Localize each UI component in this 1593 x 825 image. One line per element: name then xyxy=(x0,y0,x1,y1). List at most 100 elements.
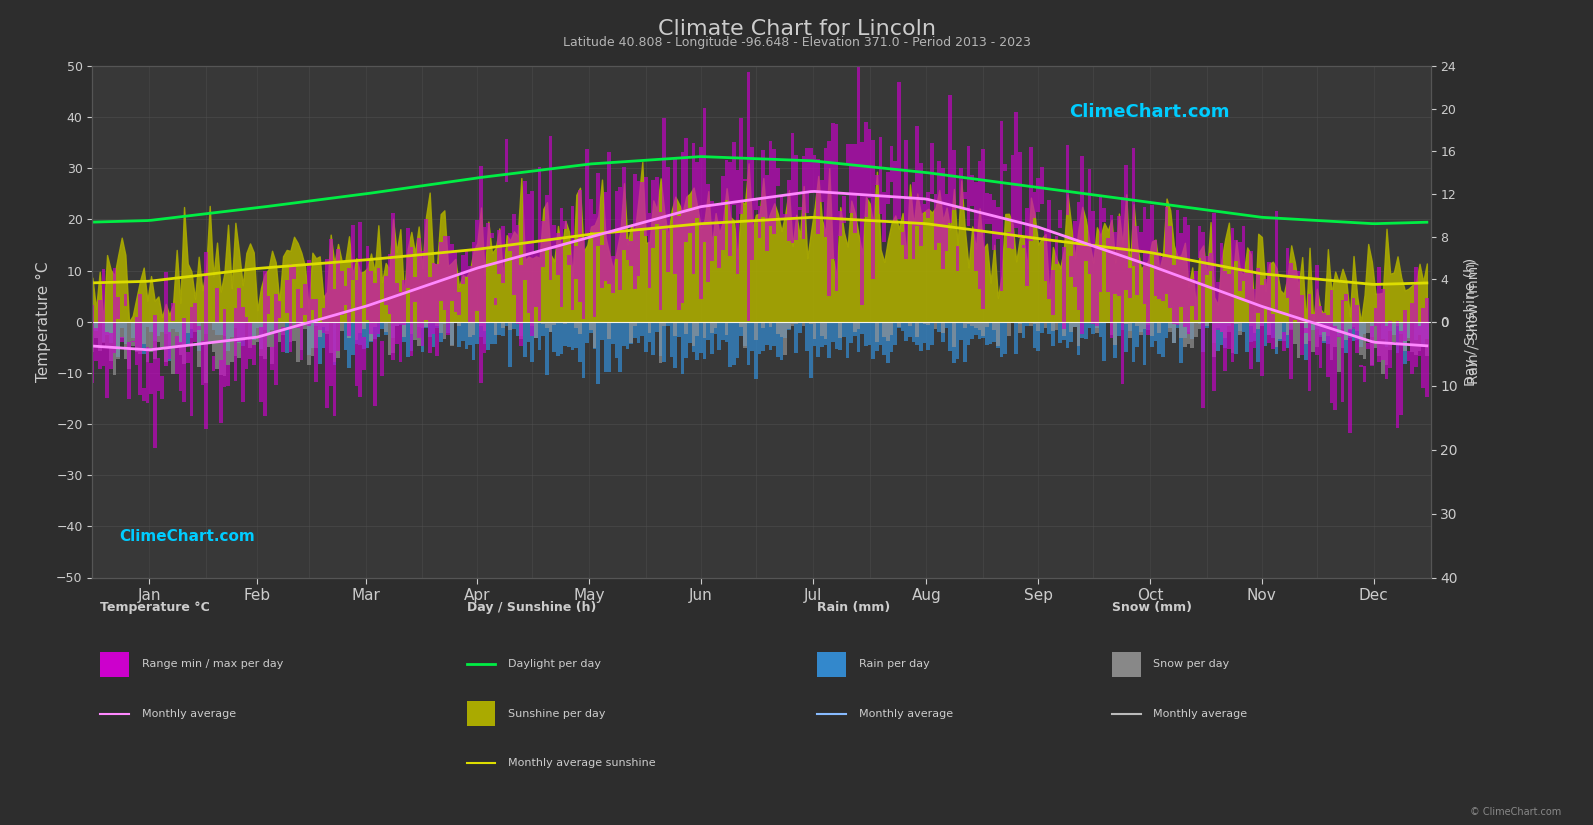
Bar xyxy=(1263,322,1268,346)
Bar xyxy=(663,322,666,362)
Bar xyxy=(113,322,116,375)
Bar xyxy=(827,322,832,357)
Bar xyxy=(97,322,102,351)
Bar xyxy=(578,322,581,333)
Bar xyxy=(978,161,981,289)
Bar xyxy=(1308,322,1311,391)
Bar xyxy=(1077,322,1080,355)
Bar xyxy=(1319,306,1322,322)
Bar xyxy=(376,268,381,322)
Bar xyxy=(1249,322,1252,369)
Bar xyxy=(519,322,523,338)
Bar xyxy=(883,322,886,337)
Bar xyxy=(776,322,781,334)
Bar xyxy=(1201,322,1204,408)
Bar xyxy=(479,322,483,326)
Bar xyxy=(553,322,556,325)
Bar xyxy=(454,252,457,312)
Bar xyxy=(190,308,193,322)
Bar xyxy=(190,322,193,328)
Bar xyxy=(486,223,491,249)
Bar xyxy=(1106,238,1110,292)
Bar xyxy=(1282,332,1286,351)
Bar xyxy=(241,322,245,346)
Bar xyxy=(1099,322,1102,337)
Bar xyxy=(824,148,827,238)
Bar xyxy=(398,292,401,322)
Bar xyxy=(296,322,299,362)
Bar xyxy=(781,322,784,360)
Bar xyxy=(879,136,883,214)
Bar xyxy=(787,180,790,241)
Bar xyxy=(1176,322,1179,324)
Bar xyxy=(900,322,905,331)
Bar xyxy=(992,200,996,250)
Bar xyxy=(212,356,215,371)
Bar xyxy=(1260,285,1263,322)
Bar xyxy=(449,322,454,346)
Bar xyxy=(1069,322,1074,332)
Bar xyxy=(513,322,516,329)
Bar xyxy=(596,322,601,384)
Bar xyxy=(886,172,890,205)
Bar xyxy=(714,322,717,333)
Bar xyxy=(260,327,263,402)
Bar xyxy=(218,361,223,423)
Text: Snow (mm): Snow (mm) xyxy=(1112,601,1192,614)
Bar xyxy=(1069,322,1074,342)
Bar xyxy=(1158,252,1161,299)
Bar xyxy=(1026,322,1029,326)
Bar xyxy=(747,72,750,321)
Bar xyxy=(1080,322,1085,333)
Bar xyxy=(1231,228,1235,322)
Bar xyxy=(553,322,556,352)
Bar xyxy=(502,322,505,328)
Bar xyxy=(102,269,105,322)
Bar xyxy=(922,322,927,343)
Bar xyxy=(981,149,984,309)
Bar xyxy=(1348,329,1352,432)
Bar xyxy=(193,322,198,342)
Bar xyxy=(486,322,491,350)
Bar xyxy=(1274,211,1278,311)
Bar xyxy=(156,322,161,336)
Bar xyxy=(1370,322,1373,365)
Bar xyxy=(736,171,739,275)
Bar xyxy=(1223,322,1227,337)
Bar xyxy=(1378,322,1381,361)
Bar xyxy=(604,322,607,372)
Bar xyxy=(753,199,758,210)
Bar xyxy=(1252,289,1257,322)
Bar xyxy=(1352,322,1356,328)
Bar xyxy=(1271,322,1274,337)
Bar xyxy=(274,322,277,384)
Bar xyxy=(527,322,530,342)
Bar xyxy=(1190,322,1195,339)
Bar xyxy=(1091,211,1094,322)
Bar xyxy=(984,322,989,327)
Bar xyxy=(201,322,204,343)
Bar xyxy=(806,148,809,213)
Bar xyxy=(908,199,911,223)
Bar xyxy=(1102,208,1106,222)
Bar xyxy=(769,141,773,226)
Bar xyxy=(894,162,897,221)
Bar xyxy=(1172,322,1176,343)
Bar xyxy=(1190,279,1195,306)
Bar xyxy=(325,259,328,322)
Bar xyxy=(1271,322,1274,349)
Bar xyxy=(905,322,908,341)
Bar xyxy=(358,322,362,397)
Bar xyxy=(1241,322,1246,323)
Bar xyxy=(134,322,139,365)
Bar xyxy=(311,322,314,347)
Bar xyxy=(350,225,355,280)
Bar xyxy=(742,179,747,182)
Bar xyxy=(714,205,717,236)
Bar xyxy=(706,184,710,282)
Bar xyxy=(1403,309,1407,322)
Bar xyxy=(1204,322,1209,326)
Bar xyxy=(465,251,468,277)
Bar xyxy=(468,322,472,337)
Bar xyxy=(435,322,438,328)
